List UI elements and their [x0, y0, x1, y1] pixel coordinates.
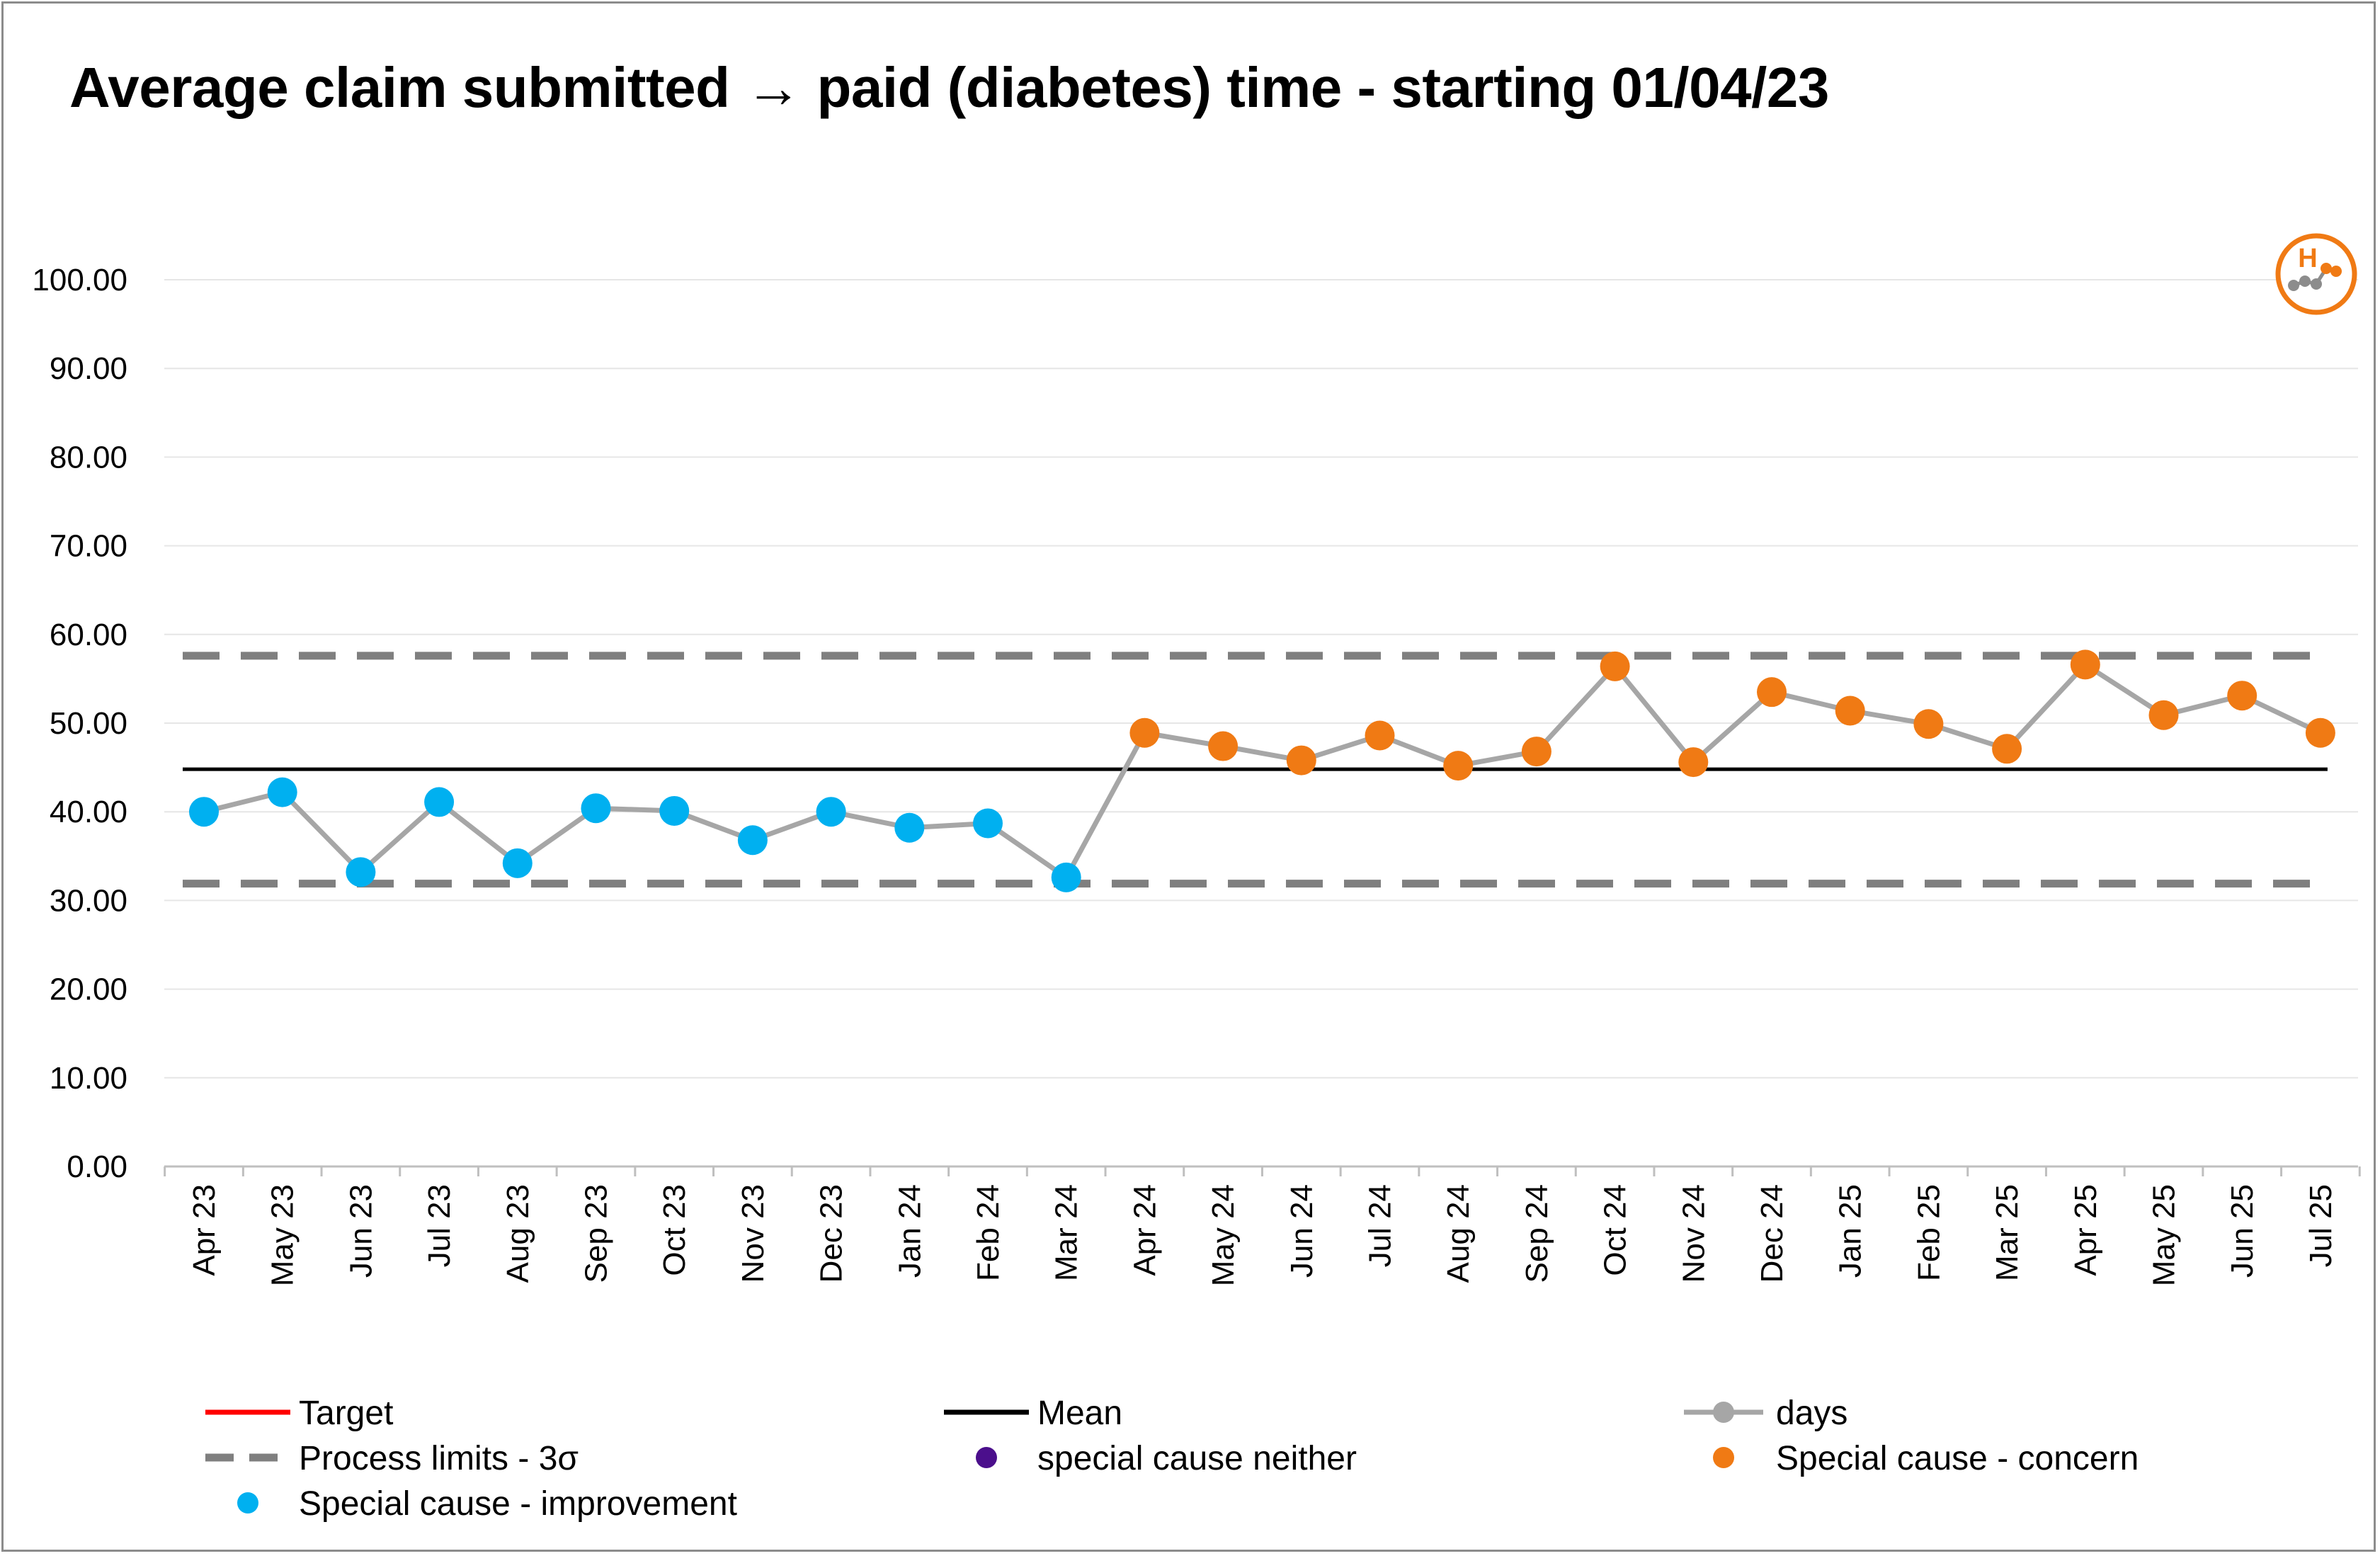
y-tick-label: 0.00	[67, 1149, 127, 1184]
data-point-improvement	[346, 857, 376, 887]
x-tick-label: Dec 24	[1755, 1184, 1789, 1283]
data-point-concern	[2148, 700, 2179, 730]
spc-icon-dot	[2330, 266, 2342, 277]
data-point-concern	[1208, 731, 1239, 761]
x-tick-label: Apr 23	[187, 1184, 222, 1276]
x-tick-label: Oct 24	[1598, 1184, 1633, 1276]
x-tick-label: Nov 24	[1676, 1184, 1711, 1283]
y-tick-label: 30.00	[50, 883, 127, 918]
days-series-line	[203, 661, 2322, 880]
x-tick-label: Dec 23	[814, 1184, 849, 1283]
x-tick-label: Aug 23	[501, 1184, 535, 1283]
data-point-improvement	[973, 808, 1003, 839]
spc-icon-letter: H	[2298, 244, 2317, 273]
y-tick-label: 90.00	[50, 351, 127, 386]
x-tick-label: Jun 25	[2225, 1184, 2260, 1278]
legend-mean-label: Mean	[1037, 1395, 1122, 1432]
x-tick-label: Sep 24	[1520, 1184, 1554, 1283]
legend-limits-label: Process limits - 3σ	[299, 1440, 579, 1477]
x-tick-label: Apr 24	[1127, 1184, 1162, 1276]
data-point-concern	[1521, 737, 1551, 767]
y-tick-label: 20.00	[50, 972, 127, 1007]
x-tick-label: Jan 24	[892, 1184, 927, 1278]
x-tick-label: Feb 24	[971, 1184, 1006, 1281]
spc-icon-dot	[2321, 263, 2332, 274]
legend-neither-swatch	[976, 1447, 997, 1468]
x-tick-label: Jul 24	[1363, 1184, 1398, 1267]
data-point-concern	[1365, 720, 1395, 751]
x-tick-label: Feb 25	[1911, 1184, 1946, 1281]
data-point-concern	[1757, 677, 1787, 708]
x-tick-label: Nov 23	[736, 1184, 770, 1283]
y-tick-label: 40.00	[50, 795, 127, 829]
x-tick-label: Mar 24	[1049, 1184, 1084, 1281]
x-tick-label: Jan 25	[1833, 1184, 1868, 1278]
x-tick-label: Jul 25	[2304, 1184, 2338, 1267]
x-tick-label: Apr 25	[2068, 1184, 2103, 1276]
data-point-concern	[1443, 751, 1474, 781]
x-tick-label: May 23	[266, 1184, 300, 1286]
chart-title: Average claim submitted → paid (diabetes…	[69, 56, 1829, 119]
y-tick-label: 10.00	[50, 1061, 127, 1096]
data-point-concern	[1678, 747, 1709, 778]
data-point-improvement	[1051, 862, 1081, 892]
y-tick-label: 60.00	[50, 618, 127, 652]
spc-icon-dot	[2299, 276, 2311, 287]
legend-concern-swatch	[1713, 1447, 1734, 1468]
x-tick-label: May 25	[2147, 1184, 2182, 1286]
data-point-concern	[1835, 695, 1865, 726]
legend-concern-label: Special cause - concern	[1776, 1440, 2139, 1477]
x-tick-label: May 24	[1206, 1184, 1241, 1286]
x-tick-label: Jul 23	[422, 1184, 457, 1267]
data-point-improvement	[659, 795, 690, 826]
data-point-concern	[2305, 717, 2335, 748]
legend-improvement-label: Special cause - improvement	[299, 1485, 737, 1523]
x-tick-label: Jun 23	[343, 1184, 378, 1278]
data-point-improvement	[189, 797, 219, 827]
data-point-improvement	[424, 787, 455, 817]
x-tick-label: Mar 25	[1990, 1184, 2025, 1281]
legend-neither-label: special cause neither	[1037, 1440, 1357, 1477]
x-tick-label: Jun 24	[1285, 1184, 1319, 1278]
data-point-improvement	[737, 825, 768, 856]
y-tick-label: 50.00	[50, 706, 127, 741]
x-tick-label: Aug 24	[1441, 1184, 1476, 1283]
data-point-improvement	[894, 812, 925, 843]
data-point-concern	[1913, 709, 1944, 739]
y-tick-label: 100.00	[32, 263, 127, 297]
data-point-improvement	[502, 848, 533, 878]
y-tick-label: 70.00	[50, 529, 127, 564]
x-tick-label: Sep 23	[579, 1184, 614, 1283]
data-point-concern	[1129, 717, 1160, 748]
legend-improvement-swatch	[237, 1492, 258, 1514]
legend-days-swatch-marker	[1713, 1402, 1734, 1423]
data-point-improvement	[581, 793, 611, 824]
data-point-concern	[2070, 649, 2100, 680]
legend-target-label: Target	[299, 1395, 393, 1432]
spc-icon-dot	[2311, 278, 2322, 290]
spc-icon-dot	[2288, 280, 2299, 291]
x-tick-label: Oct 23	[657, 1184, 692, 1276]
legend-days-label: days	[1776, 1395, 1847, 1432]
data-point-improvement	[816, 797, 846, 827]
data-point-concern	[1286, 745, 1316, 776]
spc-high-concern-icon	[2275, 233, 2357, 315]
data-point-concern	[1992, 734, 2022, 764]
y-tick-label: 80.00	[50, 440, 127, 475]
data-point-concern	[1600, 651, 1630, 681]
data-point-concern	[2227, 681, 2257, 711]
data-point-improvement	[267, 777, 297, 807]
